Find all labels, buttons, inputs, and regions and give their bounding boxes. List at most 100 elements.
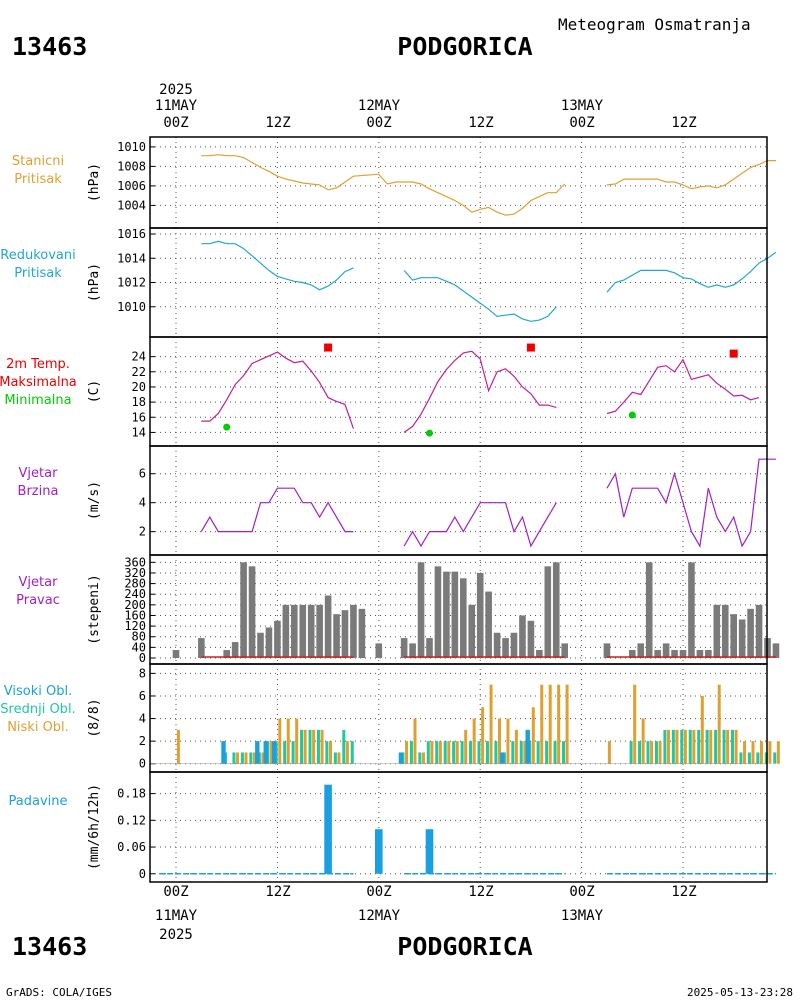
- wind-direction-bar: [341, 610, 349, 658]
- cloud-bar-srednji-obl-: [680, 729, 684, 764]
- cloud-bar-niski-obl-: [692, 729, 696, 764]
- wind-direction-bar: [240, 562, 247, 658]
- wind-direction-bar: [400, 638, 408, 658]
- wind-direction-bar: [375, 643, 383, 658]
- wind-direction-bar: [333, 614, 340, 658]
- wind-direction-bar: [493, 632, 501, 658]
- series-line-temperature: [606, 358, 760, 415]
- cloud-bar-niski-obl-: [430, 741, 434, 764]
- y-tick-label: 1014: [117, 251, 146, 265]
- cloud-bar-srednji-obl-: [460, 741, 464, 764]
- wind-direction-bar: [536, 650, 543, 658]
- y-tick-label: 360: [124, 555, 146, 569]
- panel-frame: [149, 227, 768, 338]
- series-line-station_pressure: [201, 154, 566, 216]
- bottom-day-label-3: 13MAY: [561, 908, 604, 924]
- wind-direction-bar: [637, 643, 645, 658]
- wind-direction-bar: [274, 620, 281, 658]
- cloud-bar-srednji-obl-: [469, 741, 473, 764]
- series-line-reduced_pressure: [606, 251, 777, 293]
- panel-title-line: Niski Obl.: [7, 720, 69, 735]
- cloud-bar-srednji-obl-: [333, 752, 337, 764]
- cloud-bar-niski-obl-: [667, 729, 670, 764]
- y-tick-label: 4: [139, 496, 146, 510]
- cloud-bar-niski-obl-: [405, 741, 409, 764]
- cloud-bar-srednji-obl-: [418, 752, 422, 764]
- cloud-bar-visoki-obl-: [255, 741, 260, 764]
- top-day-label-2: 12MAY: [358, 98, 401, 114]
- cloud-bar-niski-obl-: [658, 741, 662, 764]
- cloud-bar-niski-obl-: [540, 684, 544, 764]
- cloud-bar-niski-obl-: [498, 718, 501, 764]
- cloud-bar-srednji-obl-: [494, 741, 498, 764]
- y-tick-label: 0.18: [117, 787, 146, 801]
- station-id-bottom: 13463: [12, 932, 87, 961]
- panels-layer: 1004100610081010(hPa)StanicniPritisak101…: [0, 136, 780, 883]
- temp-min-marker: [223, 423, 231, 431]
- cloud-bar-srednji-obl-: [350, 741, 354, 764]
- cloud-bar-srednji-obl-: [697, 729, 701, 764]
- temp-max-marker: [324, 343, 333, 352]
- panel-frame: [149, 336, 768, 447]
- wind-direction-bar: [291, 604, 298, 658]
- cloud-bar-visoki-obl-: [263, 741, 268, 764]
- panel-clouds: 0 2 4 6 8 (8/8) Visoki Obl. Srednji Obl. Niski O…: [0, 663, 780, 773]
- cloud-bar-niski-obl-: [421, 752, 425, 764]
- wind-direction-bar: [307, 604, 315, 658]
- cloud-bar-visoki-obl-: [272, 741, 277, 764]
- wind-direction-bar: [409, 643, 416, 658]
- precip-bar: [324, 784, 332, 874]
- cloud-bar-niski-obl-: [523, 741, 527, 764]
- top-tick-label-3: 00Z: [366, 115, 391, 131]
- wind-direction-bar: [282, 604, 290, 658]
- wind-direction-bar: [603, 643, 611, 658]
- footer-credit: GrADS: COLA/IGES: [6, 986, 112, 999]
- y-tick-label: 0.12: [117, 813, 146, 827]
- top-tick-label-2: 12Z: [265, 115, 290, 131]
- cloud-bar-niski-obl-: [565, 684, 569, 764]
- cloud-bar-srednji-obl-: [409, 741, 413, 764]
- cloud-bar-srednji-obl-: [654, 741, 658, 764]
- cloud-bar-visoki-obl-: [500, 752, 505, 764]
- cloud-bar-srednji-obl-: [283, 741, 287, 764]
- wind-direction-bar: [688, 562, 695, 658]
- bottom-tick-label-1: 00Z: [163, 884, 188, 900]
- wind-direction-bar: [468, 604, 476, 658]
- panel-title-line: Stanicni: [12, 154, 64, 169]
- y-tick-label: 1004: [117, 198, 146, 212]
- cloud-bar-srednji-obl-: [291, 741, 295, 764]
- cloud-bar-niski-obl-: [252, 752, 256, 764]
- cloud-bar-srednji-obl-: [553, 741, 557, 764]
- y-tick-label: 0: [139, 651, 146, 665]
- wind-direction-bar: [662, 643, 670, 658]
- cloud-bar-niski-obl-: [345, 741, 349, 764]
- series-line-wind_speed: [606, 458, 776, 548]
- cloud-bar-niski-obl-: [286, 718, 290, 764]
- cloud-bar-srednji-obl-: [240, 752, 244, 764]
- cloud-bar-srednji-obl-: [426, 741, 430, 764]
- wind-direction-bar: [198, 638, 205, 658]
- y-tick-label: 18: [132, 395, 146, 409]
- cloud-bar-niski-obl-: [278, 718, 282, 764]
- panel-title-line: Brzina: [18, 484, 59, 499]
- y-tick-label: 20: [132, 380, 146, 394]
- cloud-bar-niski-obl-: [700, 695, 704, 764]
- y-tick-label: 6: [139, 467, 146, 481]
- wind-direction-bar: [696, 650, 704, 658]
- cloud-bar-srednji-obl-: [452, 741, 456, 764]
- y-tick-label: 1016: [117, 227, 146, 241]
- panel-title-line: Padavine: [9, 794, 68, 809]
- y-tick-label: 8: [139, 666, 146, 680]
- panel-station_pressure: 1004 1006 1008 1010 (hPa) Stanicni Pritisak: [12, 136, 776, 229]
- cloud-bar-niski-obl-: [320, 729, 324, 764]
- cloud-bar-niski-obl-: [514, 729, 518, 764]
- cloud-bar-srednji-obl-: [443, 741, 447, 764]
- cloud-bar-srednji-obl-: [747, 752, 751, 764]
- y-tick-label: 22: [132, 365, 146, 379]
- cloud-bar-srednji-obl-: [232, 752, 236, 764]
- series-line-wind_speed: [200, 487, 354, 533]
- cloud-bar-niski-obl-: [236, 752, 240, 764]
- top-tick-label-4: 12Z: [468, 115, 493, 131]
- cloud-bar-visoki-obl-: [525, 729, 530, 764]
- wind-direction-bar: [324, 595, 332, 658]
